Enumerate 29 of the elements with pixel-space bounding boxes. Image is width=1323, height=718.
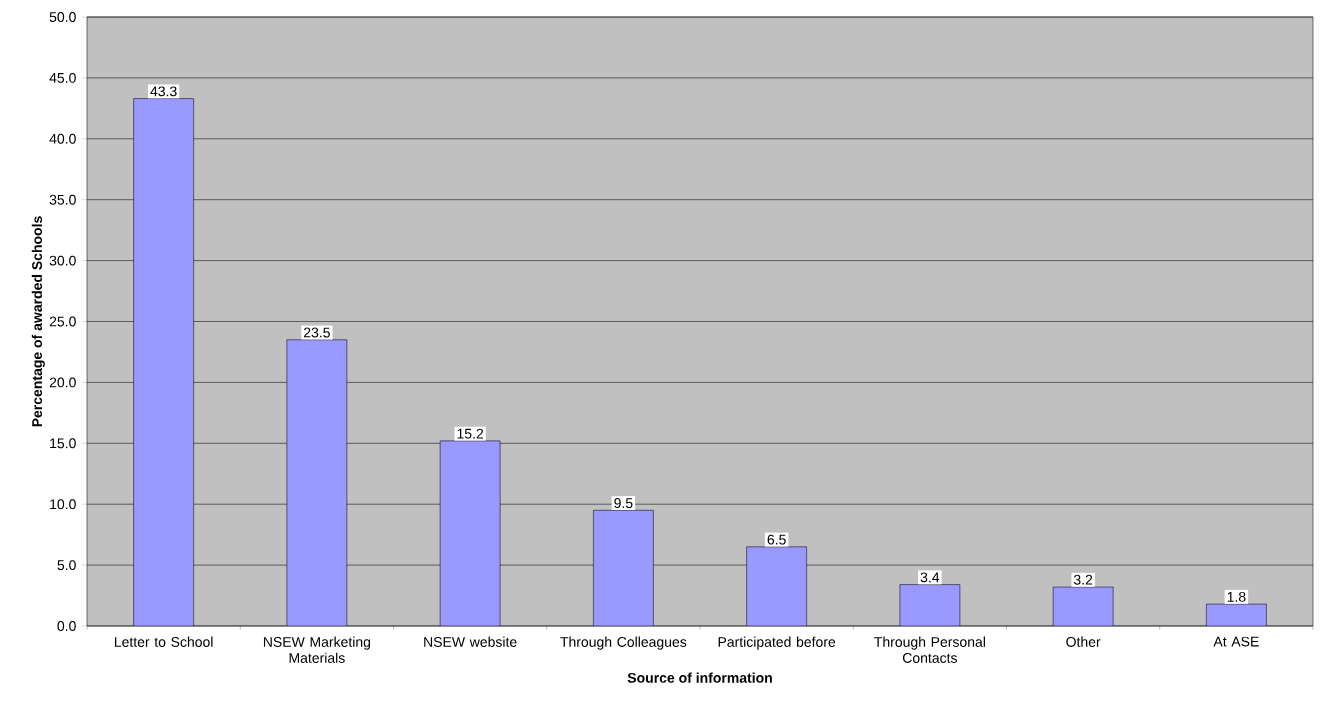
data-label: 43.3 <box>150 86 177 97</box>
x-tick-label: Letter to School <box>114 636 213 647</box>
x-tick-label: Through Colleagues <box>560 636 687 650</box>
data-label: 1.8 <box>1227 591 1246 602</box>
x-tick-label: NSEW website <box>424 636 517 647</box>
y-tick-label: 10.0 <box>50 499 76 510</box>
data-label: 23.5 <box>303 327 330 338</box>
data-label: 3.2 <box>1073 574 1093 585</box>
y-tick-label: 30.0 <box>49 255 76 266</box>
y-axis-title: Percentage of awarded Schools <box>31 216 45 427</box>
x-tick-label: Participated before <box>718 636 836 650</box>
y-tick-label: 25.0 <box>49 316 76 327</box>
x-tick-label: Other <box>1066 636 1101 647</box>
y-tick-label: 15.0 <box>50 438 76 449</box>
y-tick-label: 35.0 <box>49 194 76 205</box>
y-tick-label: 0.0 <box>57 621 76 631</box>
data-label: 9.5 <box>614 498 633 509</box>
x-tick-label: Through Personal Contacts <box>874 636 985 663</box>
data-label: 3.4 <box>920 572 940 583</box>
y-tick-label: 20.0 <box>49 377 76 388</box>
x-tick-label: At ASE <box>1213 636 1259 647</box>
y-tick-label: 45.0 <box>49 72 76 83</box>
x-tick-label: NSEW Marketing Materials <box>263 636 371 663</box>
data-label: 15.2 <box>457 428 484 439</box>
y-tick-label: 40.0 <box>49 133 76 144</box>
y-tick-label: 50.0 <box>49 12 76 22</box>
x-axis-title: Source of information <box>627 672 772 683</box>
data-label: 6.5 <box>767 534 786 545</box>
y-tick-label: 5.0 <box>57 560 76 571</box>
